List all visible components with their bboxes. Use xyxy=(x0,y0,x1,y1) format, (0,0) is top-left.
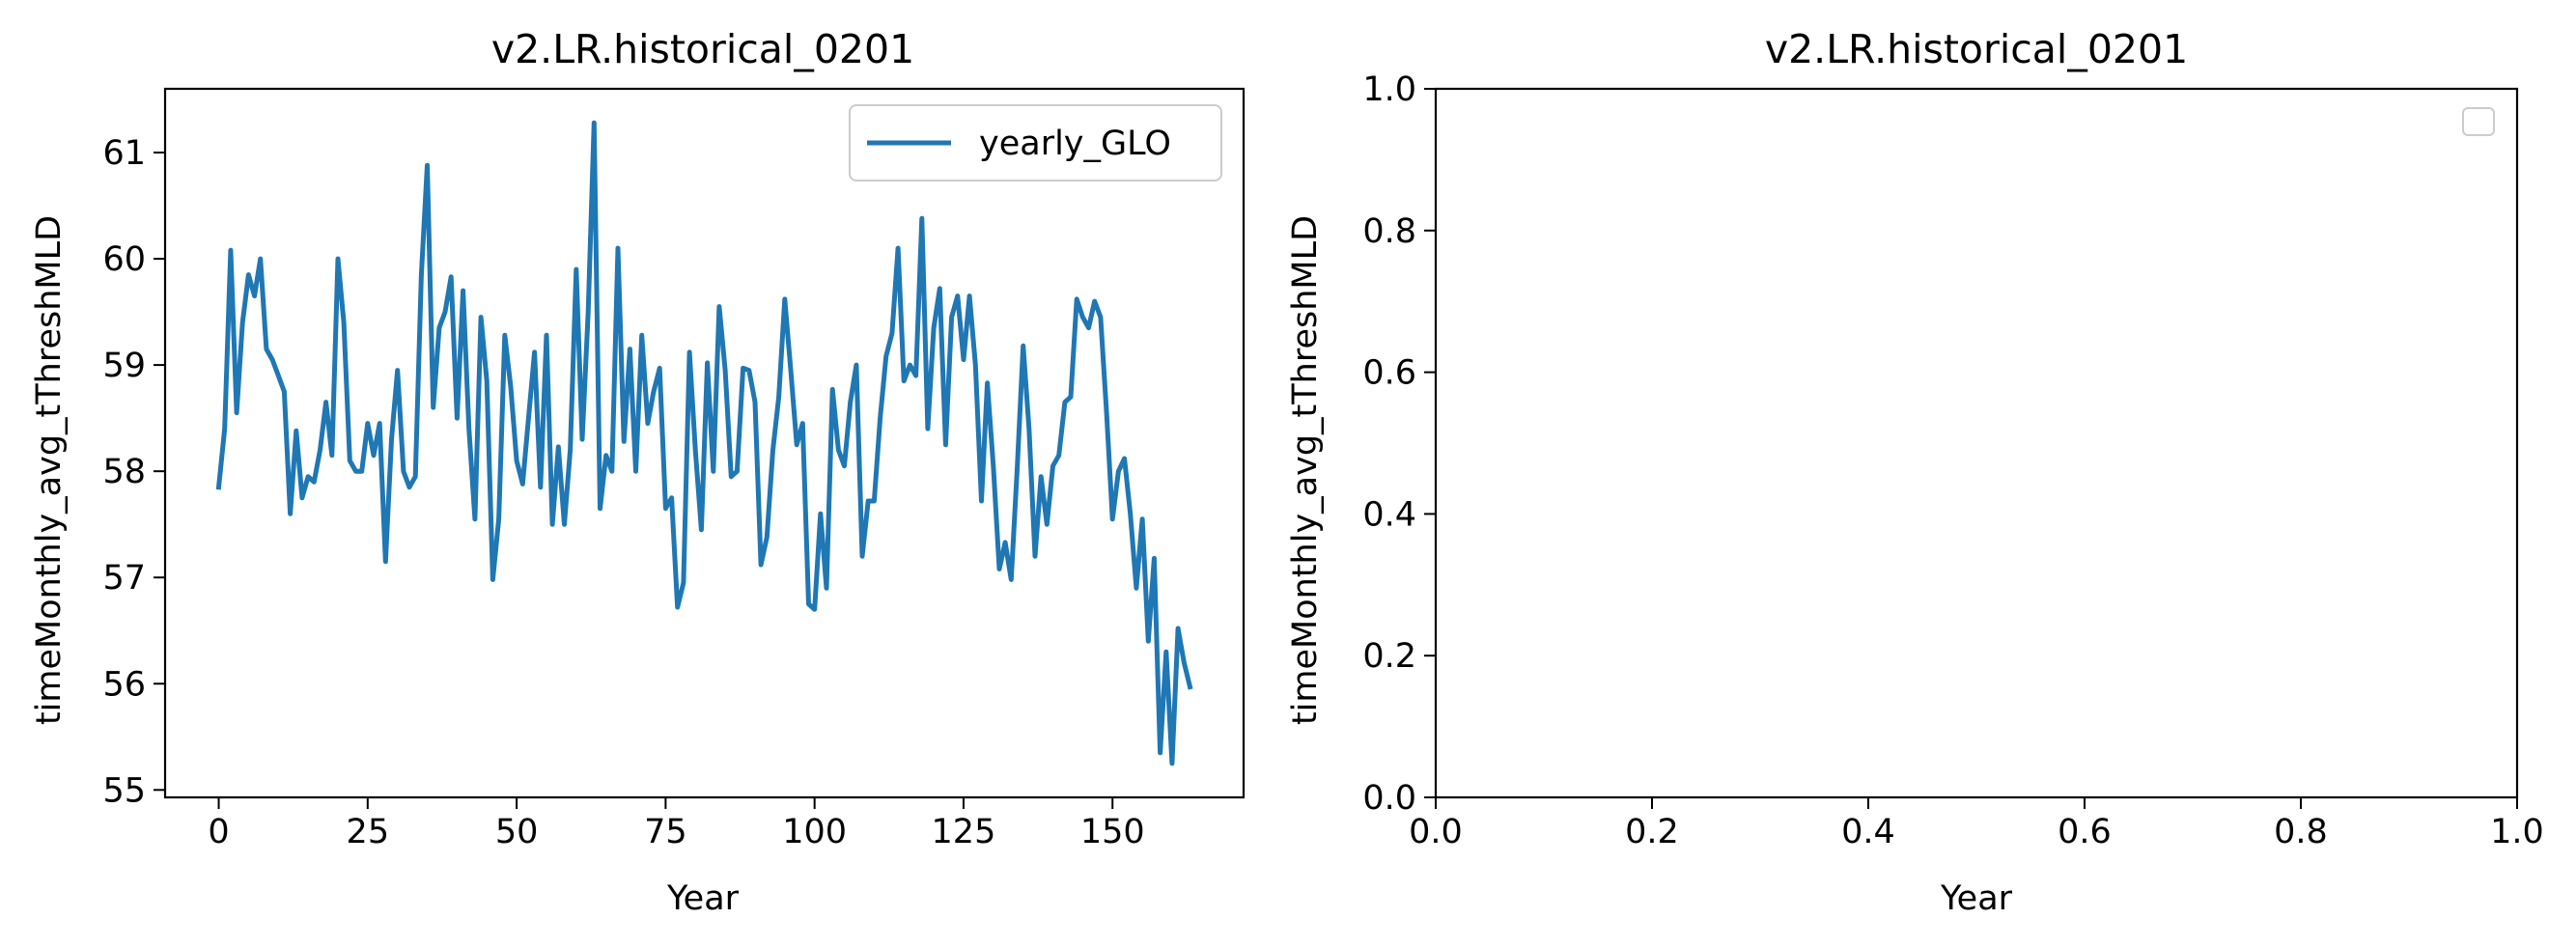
chart-left: v2.LR.historical_0201 Year timeMonthly_a… xyxy=(30,26,1246,918)
chart-left-ylabel: timeMonthly_avg_tThreshMLD xyxy=(30,215,69,725)
chart-left-title: v2.LR.historical_0201 xyxy=(491,26,914,72)
chart-right-title: v2.LR.historical_0201 xyxy=(1765,26,2188,72)
chart-right-ylabel: timeMonthly_avg_tThreshMLD xyxy=(1286,215,1325,725)
chart-left-yticks: 55 56 57 58 59 60 61 xyxy=(102,134,165,810)
chart-right-ytick-label: 1.0 xyxy=(1362,70,1416,109)
chart-left-legend: yearly_GLO xyxy=(849,104,1222,181)
chart-right-legend-box xyxy=(2462,107,2495,136)
chart-right-xtick-label: 1.0 xyxy=(2490,813,2544,851)
chart-right-xtick-label: 0.0 xyxy=(1409,813,1463,851)
chart-left-ytick-label: 55 xyxy=(102,771,146,810)
chart-left-ytick-label: 61 xyxy=(102,134,146,173)
chart-left-ytick-label: 58 xyxy=(102,453,146,491)
chart-right-xtick-label: 0.4 xyxy=(1841,813,1895,851)
chart-left-xtick-label: 25 xyxy=(347,813,390,851)
chart-left-ytick-label: 56 xyxy=(102,665,146,704)
chart-right-xticks: 0.0 0.2 0.4 0.6 0.8 1.0 xyxy=(1409,797,2544,851)
chart-right-ytick-label: 0.2 xyxy=(1362,637,1416,676)
chart-left-xtick-label: 150 xyxy=(1080,813,1145,851)
chart-left-legend-box xyxy=(849,104,1222,181)
chart-right-xtick-label: 0.8 xyxy=(2274,813,2328,851)
chart-left-xtick-label: 50 xyxy=(495,813,539,851)
chart-left-xticks: 0 25 50 75 100 125 150 xyxy=(208,797,1145,851)
chart-left-frame xyxy=(163,87,1246,799)
chart-right-frame xyxy=(1434,87,2519,799)
chart-right-ytick-label: 0.0 xyxy=(1362,779,1416,818)
chart-left-xtick-label: 0 xyxy=(208,813,229,851)
chart-right-xtick-label: 0.6 xyxy=(2058,813,2112,851)
chart-left-ytick-label: 57 xyxy=(102,559,146,598)
chart-right-yticks: 0.0 0.2 0.4 0.6 0.8 1.0 xyxy=(1362,70,1436,818)
chart-left-ytick-label: 60 xyxy=(102,240,146,279)
chart-left-xtick-label: 125 xyxy=(932,813,996,851)
chart-right-xlabel: Year xyxy=(1940,879,2013,918)
legend-label-yearly-glo: yearly_GLO xyxy=(979,125,1171,163)
chart-left-xtick-label: 100 xyxy=(782,813,847,851)
chart-right-xtick-label: 0.2 xyxy=(1625,813,1679,851)
chart-right-ytick-label: 0.8 xyxy=(1362,212,1416,251)
chart-left-xlabel: Year xyxy=(666,879,740,918)
chart-right-ytick-label: 0.6 xyxy=(1362,354,1416,393)
chart-right-ytick-label: 0.4 xyxy=(1362,495,1416,534)
chart-right: v2.LR.historical_0201 Year timeMonthly_a… xyxy=(1286,26,2544,918)
series-line-yearly-glo xyxy=(215,120,1193,766)
chart-left-ytick-label: 59 xyxy=(102,347,146,385)
chart-left-xtick-label: 75 xyxy=(644,813,687,851)
